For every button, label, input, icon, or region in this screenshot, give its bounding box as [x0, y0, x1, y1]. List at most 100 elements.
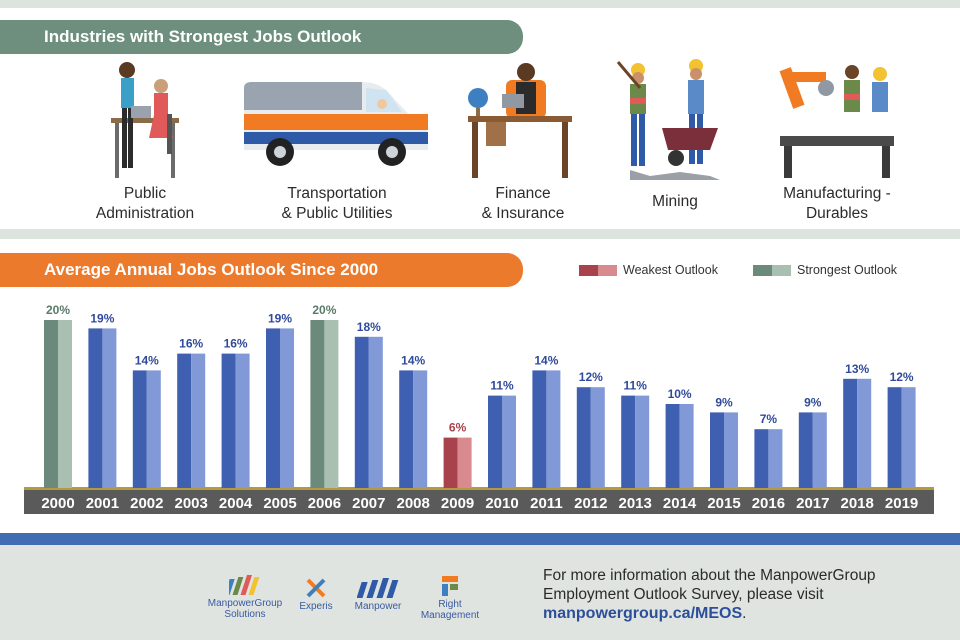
info-line-1: For more information about the ManpowerG… [543, 567, 876, 584]
bar-value-label: 11% [624, 379, 648, 393]
bar-2014-right [679, 404, 694, 488]
logo-manpowergroup-solutions: ManpowerGroup Solutions [200, 575, 290, 620]
bar-2002-right [146, 370, 161, 488]
bar-2002-left [132, 370, 147, 488]
bar-2016-left [754, 429, 769, 488]
logo-label: ManpowerGroup Solutions [207, 598, 283, 620]
annual-outlook-bar-chart: 20% 2000 19% 2001 14% 2002 16% 2003 16% 2004 19% 20… [24, 303, 934, 514]
manpower-logo-icon [357, 578, 399, 598]
logo-experis: Experis [296, 578, 336, 612]
logo-right-management: Right Management [412, 574, 488, 621]
bar-2011-right [546, 370, 561, 488]
bar-value-label: 10% [668, 387, 692, 401]
bar-2013-right [635, 395, 650, 488]
footer-top-band [0, 533, 960, 545]
x-tick-label: 2016 [752, 495, 785, 512]
bar-value-label: 16% [179, 337, 203, 351]
bar-value-label: 13% [845, 362, 869, 376]
bar-2015-right [724, 412, 738, 488]
bar-2001-left [88, 328, 103, 488]
bar-2004-left [221, 353, 236, 488]
x-tick-label: 2001 [86, 495, 119, 512]
van-icon [244, 82, 428, 166]
chart-section-banner: Average Annual Jobs Outlook Since 2000 [0, 253, 523, 287]
x-tick-label: 2014 [663, 495, 697, 512]
info-line-2: Employment Outlook Survey, please visit [543, 586, 824, 603]
bar-2000-right [58, 320, 72, 488]
bar-value-label: 18% [357, 320, 381, 334]
businessman-desk-icon [468, 63, 572, 178]
x-tick-label: 2006 [308, 495, 341, 512]
logo-label: Manpower [354, 601, 402, 612]
bar-2019-left [887, 387, 902, 488]
bar-value-label: 12% [890, 370, 914, 384]
industry-mining: Mining [580, 58, 770, 212]
bar-2010-right [502, 395, 516, 488]
bar-2006-right [324, 320, 339, 488]
bar-value-label: 20% [46, 303, 70, 317]
industry-label: Mining [652, 193, 698, 210]
bar-2003-right [191, 353, 206, 488]
survey-info: For more information about the ManpowerG… [543, 566, 943, 623]
industry-label: Public Administration [95, 185, 195, 222]
bar-2014-left [665, 404, 680, 488]
logo-label: Right Management [420, 599, 480, 621]
bar-2017-right [812, 412, 827, 488]
bar-value-label: 19% [90, 311, 114, 325]
bar-2008-right [413, 370, 428, 488]
legend-weakest: Weakest Outlook [579, 263, 718, 277]
bar-2018-right [857, 378, 872, 488]
x-tick-label: 2013 [619, 495, 652, 512]
bar-value-label: 7% [760, 412, 778, 426]
x-tick-label: 2011 [530, 495, 563, 512]
industries-banner: Industries with Strongest Jobs Outlook [0, 20, 523, 54]
legend-strongest: Strongest Outlook [753, 263, 897, 277]
bar-2016-right [768, 429, 783, 488]
industry-manufacturing: Manufacturing - Durables [772, 58, 902, 224]
bar-2005-right [280, 328, 294, 488]
bar-value-label: 12% [579, 370, 603, 384]
bar-2013-left [621, 395, 636, 488]
bar-2015-left [710, 412, 724, 488]
legend-label-strongest: Strongest Outlook [797, 263, 898, 277]
bar-value-label: 6% [449, 421, 467, 435]
industry-transportation: Transportation & Public Utilities [242, 58, 432, 224]
x-tick-label: 2000 [41, 495, 74, 512]
bar-value-label: 14% [401, 353, 425, 367]
legend-label-weakest: Weakest Outlook [623, 263, 718, 277]
x-tick-label: 2010 [485, 495, 518, 512]
robot-arm-icon [779, 65, 894, 178]
logo-manpower: Manpower [350, 578, 406, 612]
bar-value-label: 14% [135, 353, 159, 367]
bar-value-label: 19% [268, 311, 292, 325]
office-workers-icon [111, 62, 179, 178]
bar-2001-right [102, 328, 117, 488]
bar-2000-left [44, 320, 58, 488]
industry-label: Manufacturing - Durables [783, 185, 891, 222]
legend-swatch-weakest [579, 264, 617, 276]
bar-2003-left [177, 353, 192, 488]
bar-2011-left [532, 370, 547, 488]
x-tick-label: 2008 [397, 495, 430, 512]
x-tick-label: 2018 [841, 495, 874, 512]
x-tick-label: 2004 [219, 495, 253, 512]
x-tick-label: 2005 [263, 495, 296, 512]
bar-value-label: 14% [534, 353, 558, 367]
x-tick-label: 2019 [885, 495, 918, 512]
bar-2004-right [235, 353, 250, 488]
bar-2012-right [590, 387, 605, 488]
footer [0, 545, 960, 640]
survey-link[interactable]: manpowergroup.ca/MEOS [543, 605, 743, 622]
industry-public-administration: Public Administration [50, 58, 240, 224]
bar-2018-left [843, 378, 858, 488]
bar-2009-right [457, 437, 472, 488]
x-tick-label: 2015 [707, 495, 740, 512]
x-tick-label: 2003 [175, 495, 208, 512]
bar-value-label: 9% [715, 395, 733, 409]
x-tick-label: 2017 [796, 495, 829, 512]
bar-2017-left [798, 412, 813, 488]
industry-finance: Finance & Insurance [428, 58, 618, 224]
x-tick-label: 2012 [574, 495, 607, 512]
bar-2008-left [399, 370, 414, 488]
section-divider [0, 229, 960, 239]
